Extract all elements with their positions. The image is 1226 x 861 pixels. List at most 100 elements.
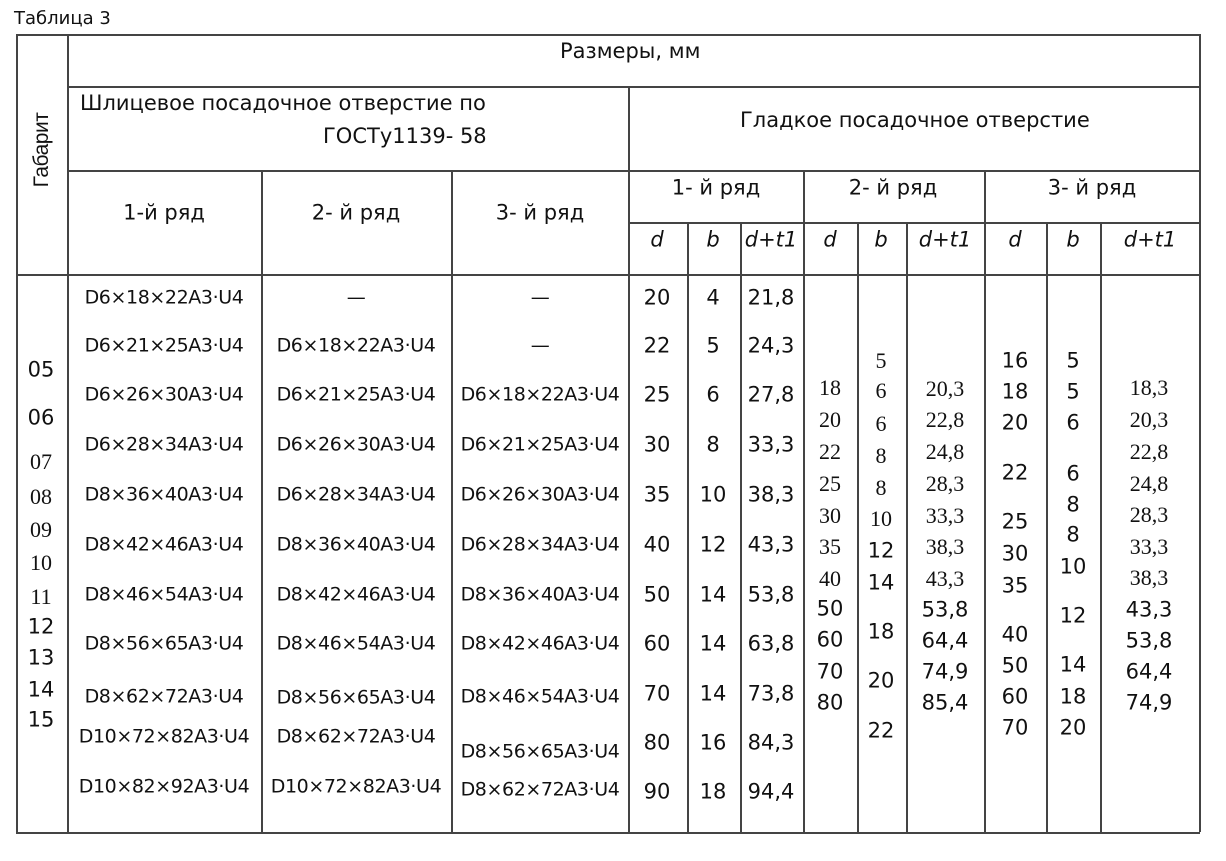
smooth-row3-dt: 18,3	[1129, 375, 1169, 400]
vertical-rule	[740, 222, 742, 832]
spline-row1-cell: D8×42×46A3·U4	[84, 533, 244, 556]
smooth-row1-b: 8	[706, 432, 720, 457]
smooth-row1-d: 50	[643, 582, 671, 607]
gabarit-value: 11	[30, 584, 52, 609]
smooth-row2-d: 22	[819, 439, 841, 464]
smooth-row2-d: 60	[816, 627, 844, 652]
smooth-row1-dt: 94,4	[747, 779, 795, 804]
smooth-row3-b: 5	[1066, 348, 1080, 373]
smooth-row3-d: 35	[1001, 573, 1029, 598]
vertical-rule	[687, 222, 689, 832]
table-caption: Таблица 3	[14, 8, 111, 29]
smooth-row2-d: 25	[819, 471, 841, 496]
smooth-row2-dt: 20,3	[925, 376, 965, 401]
sub-col-header-dt: d+t1	[1123, 227, 1177, 252]
spline-row3-cell: D8×42×46A3·U4	[460, 632, 620, 655]
spline-row3-cell: —	[530, 334, 550, 357]
smooth-row2-d: 70	[816, 659, 844, 684]
smooth-row1-b: 16	[699, 730, 727, 755]
smooth-row3-dt: 74,9	[1125, 690, 1173, 715]
smooth-row3-dt: 38,3	[1129, 565, 1169, 590]
horizontal-rule	[67, 170, 1199, 172]
smooth-row3-dt: 22,8	[1129, 439, 1169, 464]
horizontal-rule	[628, 222, 1199, 224]
smooth-row2-dt: 38,3	[925, 534, 965, 559]
smooth-row3-d: 20	[1001, 410, 1029, 435]
smooth-row3-b: 8	[1066, 492, 1080, 517]
smooth-row2-dt: 74,9	[921, 659, 969, 684]
smooth-row3-d: 18	[1001, 379, 1029, 404]
smooth-row3-d: 30	[1001, 541, 1029, 566]
sub-col-header-b: b	[874, 227, 888, 252]
gabarit-value: 09	[30, 517, 52, 542]
spline-row-1-header: 1-й ряд	[123, 200, 205, 225]
smooth-row3-b: 10	[1059, 554, 1087, 579]
smooth-row3-b: 18	[1059, 684, 1087, 709]
smooth-row1-b: 4	[706, 285, 720, 310]
gabarit-value: 14	[27, 677, 55, 702]
smooth-row1-b: 12	[699, 532, 727, 557]
spline-row1-cell: D6×21×25A3·U4	[84, 334, 244, 357]
smooth-row2-dt: 33,3	[925, 503, 965, 528]
smooth-row3-d: 50	[1001, 653, 1029, 678]
smooth-row3-b: 6	[1066, 461, 1080, 486]
spline-header-line2: ГОСТу1139- 58	[323, 124, 487, 148]
sub-col-header-dt: d+t1	[744, 227, 798, 252]
smooth-row1-d: 30	[643, 432, 671, 457]
spline-row2-cell: D8×62×72A3·U4	[276, 725, 436, 748]
gabarit-value: 12	[27, 614, 55, 639]
smooth-row2-d: 80	[816, 690, 844, 715]
spline-row-2-header: 2- й ряд	[311, 200, 401, 225]
spline-row1-cell: D8×46×54A3·U4	[84, 583, 244, 606]
smooth-row3-dt: 20,3	[1129, 407, 1169, 432]
smooth-row2-dt: 85,4	[921, 690, 969, 715]
smooth-row1-dt: 43,3	[747, 532, 795, 557]
smooth-row3-d: 40	[1001, 622, 1029, 647]
smooth-row2-dt: 64,4	[921, 628, 969, 653]
spline-row1-cell: D6×18×22A3·U4	[84, 286, 244, 309]
sub-col-header-b: b	[1066, 227, 1080, 252]
spline-row3-cell: D8×46×54A3·U4	[460, 685, 620, 708]
smooth-row2-b: 8	[875, 475, 887, 500]
smooth-row1-dt: 63,8	[747, 631, 795, 656]
spline-row3-cell: D6×28×34A3·U4	[460, 533, 620, 556]
gabarit-value: 08	[30, 484, 52, 509]
smooth-row2-b: 6	[875, 378, 887, 403]
spline-row3-cell: D6×21×25A3·U4	[460, 433, 620, 456]
spline-row2-cell: D6×26×30A3·U4	[276, 433, 436, 456]
gabarit-header: Габарит	[30, 112, 53, 188]
spline-row2-cell: D6×28×34A3·U4	[276, 483, 436, 506]
spline-row1-cell: D6×28×34A3·U4	[84, 433, 244, 456]
smooth-row2-b: 18	[867, 619, 895, 644]
smooth-row2-dt: 28,3	[925, 471, 965, 496]
horizontal-rule	[16, 34, 1199, 36]
smooth-row3-d: 25	[1001, 509, 1029, 534]
smooth-row2-b: 22	[867, 718, 895, 743]
smooth-row2-dt: 24,8	[925, 439, 965, 464]
spline-row1-cell: D8×62×72A3·U4	[84, 685, 244, 708]
vertical-rule	[906, 222, 908, 832]
smooth-row1-dt: 27,8	[747, 382, 795, 407]
smooth-header: Гладкое посадочное отверстие	[740, 108, 1090, 132]
spline-row2-cell: D10×72×82A3·U4	[270, 775, 442, 798]
spline-row2-cell: D8×42×46A3·U4	[276, 583, 436, 606]
horizontal-rule	[16, 832, 1200, 834]
vertical-rule	[1199, 34, 1201, 832]
smooth-row3-b: 8	[1066, 522, 1080, 547]
smooth-row2-d: 35	[819, 534, 841, 559]
spline-row3-cell: D6×26×30A3·U4	[460, 483, 620, 506]
smooth-row3-dt: 33,3	[1129, 534, 1169, 559]
smooth-row1-dt: 21,8	[747, 285, 795, 310]
smooth-row3-dt: 53,8	[1125, 628, 1173, 653]
vertical-rule	[16, 34, 18, 832]
vertical-rule	[984, 170, 986, 832]
sub-col-header-d: d	[650, 227, 664, 252]
smooth-row1-b: 18	[699, 779, 727, 804]
sub-col-header-b: b	[706, 227, 720, 252]
spline-row2-cell: —	[346, 286, 366, 309]
smooth-row1-d: 20	[643, 285, 671, 310]
horizontal-rule	[16, 274, 1199, 276]
gabarit-value: 07	[30, 449, 52, 474]
smooth-row1-b: 10	[699, 482, 727, 507]
smooth-row1-b: 14	[699, 631, 727, 656]
